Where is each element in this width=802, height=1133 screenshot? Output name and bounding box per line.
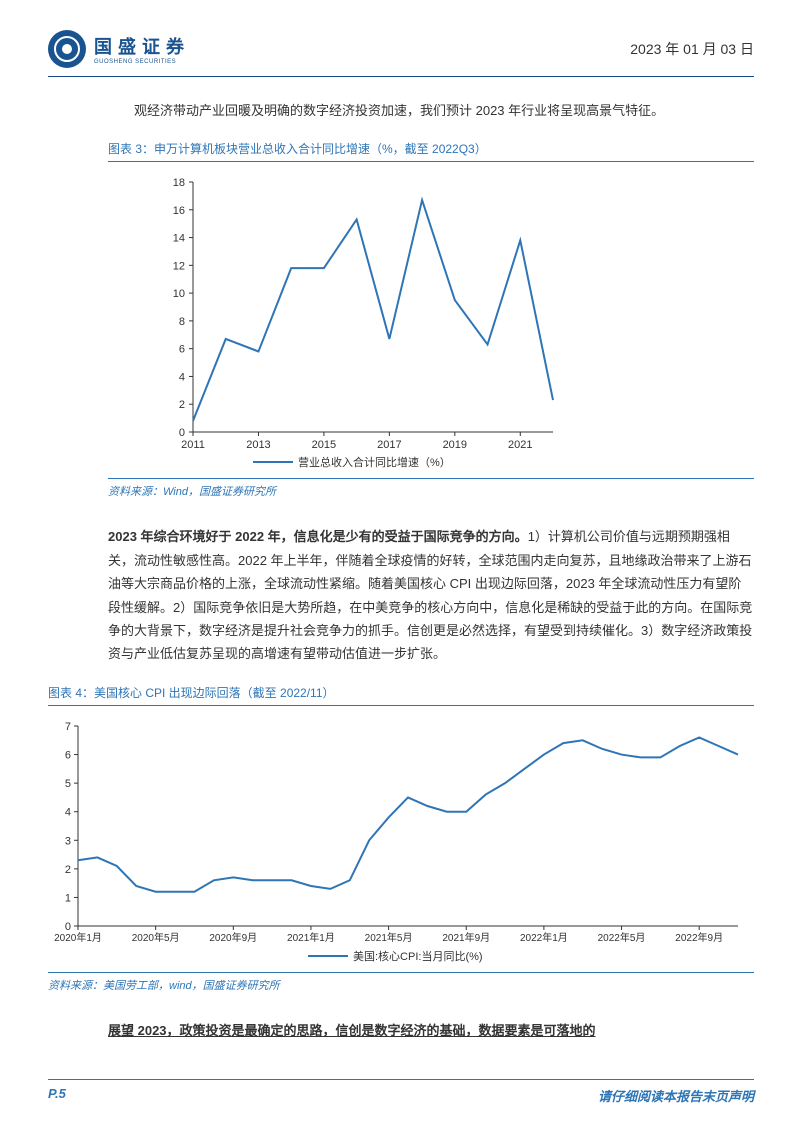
svg-text:2022年5月: 2022年5月 xyxy=(598,931,646,944)
svg-text:2021: 2021 xyxy=(508,439,532,451)
svg-text:0: 0 xyxy=(65,921,71,933)
chart1: 0 2 4 6 8 10 12 14 16 18 2011 2013 2015 2017 2019 2021 营… xyxy=(148,172,754,474)
page-footer: P.5 请仔细阅读本报告末页声明 xyxy=(48,1079,754,1105)
svg-text:3: 3 xyxy=(65,835,71,847)
svg-text:2013: 2013 xyxy=(246,439,270,451)
svg-text:4: 4 xyxy=(65,806,71,818)
disclaimer: 请仔细阅读本报告末页声明 xyxy=(598,1086,754,1105)
chart1-caption: 图表 3：申万计算机板块营业总收入合计同比增速（%，截至 2022Q3） xyxy=(108,140,754,162)
page-header: 国盛证券 GUOSHENG SECURITIES 2023 年 01 月 03 … xyxy=(48,30,754,77)
svg-text:2015: 2015 xyxy=(312,439,336,451)
svg-text:2021年9月: 2021年9月 xyxy=(442,931,490,944)
svg-text:8: 8 xyxy=(179,316,185,328)
analysis-paragraph: 2023 年综合环境好于 2022 年，信息化是少有的受益于国际竞争的方向。1）… xyxy=(48,525,754,665)
svg-text:14: 14 xyxy=(173,233,185,245)
chart1-svg: 0 2 4 6 8 10 12 14 16 18 2011 2013 2015 2017 2019 2021 营… xyxy=(148,172,568,474)
svg-text:4: 4 xyxy=(179,372,185,384)
svg-text:6: 6 xyxy=(65,749,71,761)
svg-text:5: 5 xyxy=(65,778,71,790)
svg-text:16: 16 xyxy=(173,205,185,217)
chart2-source: 资料来源：美国劳工部，wind，国盛证券研究所 xyxy=(48,972,754,993)
chart2-svg: 0 1 2 3 4 5 6 7 2020年1月 2020年5月 2020年9月 2021年1月 2021… xyxy=(48,716,748,968)
svg-text:2022年1月: 2022年1月 xyxy=(520,931,568,944)
svg-text:2020年9月: 2020年9月 xyxy=(209,931,257,944)
svg-text:0: 0 xyxy=(179,427,185,439)
para2-body: 1）计算机公司价值与远期预期强相关，流动性敏感性高。2022 年上半年，伴随着全… xyxy=(108,529,752,661)
logo-text-en: GUOSHENG SECURITIES xyxy=(94,59,190,65)
svg-text:营业总收入合计同比增速（%）: 营业总收入合计同比增速（%） xyxy=(298,455,451,469)
outlook-paragraph: 展望 2023，政策投资是最确定的思路，信创是数字经济的基础，数据要素是可落地的 xyxy=(48,1019,754,1042)
svg-text:12: 12 xyxy=(173,261,185,273)
svg-text:2021年5月: 2021年5月 xyxy=(365,931,413,944)
svg-text:10: 10 xyxy=(173,289,185,301)
svg-text:6: 6 xyxy=(179,344,185,356)
svg-text:美国:核心CPI:当月同比(%): 美国:核心CPI:当月同比(%) xyxy=(353,949,483,963)
logo-group: 国盛证券 GUOSHENG SECURITIES xyxy=(48,30,190,68)
svg-text:2020年1月: 2020年1月 xyxy=(54,931,102,944)
svg-text:2011: 2011 xyxy=(181,439,205,451)
svg-text:2: 2 xyxy=(179,400,185,412)
logo-text-cn: 国盛证券 xyxy=(94,33,190,59)
svg-text:2021年1月: 2021年1月 xyxy=(287,931,335,944)
report-date: 2023 年 01 月 03 日 xyxy=(630,39,754,59)
svg-text:2022年9月: 2022年9月 xyxy=(675,931,723,944)
chart1-source: 资料来源：Wind，国盛证券研究所 xyxy=(108,478,754,499)
chart2: 0 1 2 3 4 5 6 7 2020年1月 2020年5月 2020年9月 2021年1月 2021… xyxy=(48,716,754,968)
intro-paragraph: 观经济带动产业回暖及明确的数字经济投资加速，我们预计 2023 年行业将呈现高景… xyxy=(48,99,754,122)
page-number: P.5 xyxy=(48,1086,66,1105)
svg-text:1: 1 xyxy=(65,892,71,904)
svg-text:2017: 2017 xyxy=(377,439,401,451)
svg-text:7: 7 xyxy=(65,721,71,733)
svg-text:18: 18 xyxy=(173,177,185,189)
svg-text:2: 2 xyxy=(65,864,71,876)
svg-text:2020年5月: 2020年5月 xyxy=(132,931,180,944)
chart2-caption: 图表 4：美国核心 CPI 出现边际回落（截至 2022/11） xyxy=(48,684,754,706)
para2-lead: 2023 年综合环境好于 2022 年，信息化是少有的受益于国际竞争的方向。 xyxy=(108,529,528,544)
logo-icon xyxy=(48,30,86,68)
svg-text:2019: 2019 xyxy=(443,439,467,451)
